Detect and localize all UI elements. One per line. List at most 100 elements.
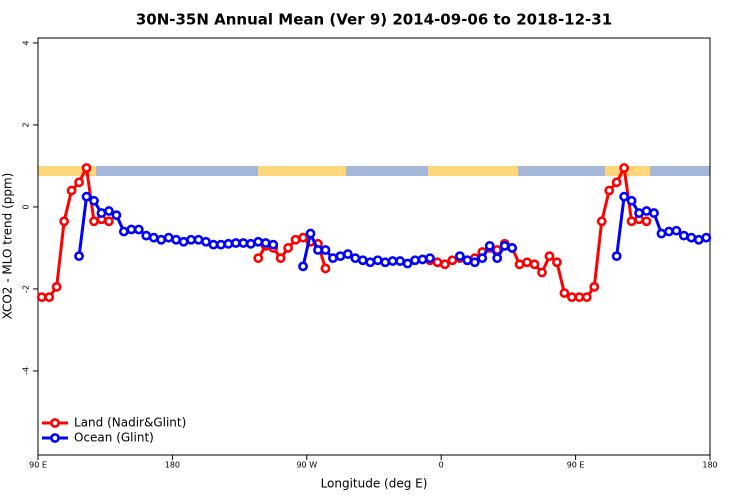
point bbox=[126, 224, 137, 235]
y-tick-label: 4 bbox=[22, 40, 31, 45]
point bbox=[417, 254, 428, 265]
point bbox=[163, 232, 174, 243]
point bbox=[133, 224, 144, 235]
point bbox=[507, 243, 518, 253]
x-tick-label: 90 E bbox=[29, 461, 47, 470]
chart-title: 30N-35N Annual Mean (Ver 9) 2014-09-06 t… bbox=[136, 11, 612, 29]
x-tick-label: 0 bbox=[439, 461, 444, 470]
point bbox=[395, 256, 406, 266]
point bbox=[59, 216, 70, 227]
point bbox=[462, 255, 473, 266]
point bbox=[104, 206, 114, 216]
point bbox=[111, 210, 122, 221]
point bbox=[365, 257, 376, 268]
point bbox=[514, 259, 525, 270]
point bbox=[425, 253, 435, 264]
point bbox=[484, 240, 495, 251]
point bbox=[320, 263, 331, 274]
point bbox=[454, 251, 465, 262]
point bbox=[118, 226, 129, 237]
point bbox=[178, 236, 189, 247]
point bbox=[529, 259, 540, 270]
point bbox=[380, 257, 391, 268]
point bbox=[604, 185, 615, 196]
point bbox=[701, 232, 712, 243]
point bbox=[611, 177, 622, 188]
point bbox=[201, 236, 211, 247]
point bbox=[216, 239, 226, 250]
point bbox=[641, 216, 652, 227]
legend-label: Ocean (Glint) bbox=[74, 431, 154, 445]
point bbox=[626, 216, 637, 227]
point bbox=[611, 251, 622, 262]
point bbox=[253, 236, 264, 247]
point bbox=[335, 251, 346, 262]
point bbox=[268, 239, 279, 250]
point bbox=[74, 251, 84, 262]
y-tick-label: 0 bbox=[22, 204, 31, 209]
x-tick-label: 90 E bbox=[567, 461, 585, 470]
y-axis-title: XCO2 - MLO trend (ppm) bbox=[1, 173, 15, 320]
y-tick-label: -4 bbox=[22, 367, 31, 375]
point bbox=[664, 226, 674, 237]
point bbox=[275, 253, 286, 264]
point bbox=[634, 208, 644, 218]
point bbox=[641, 206, 652, 216]
point bbox=[328, 253, 338, 264]
point bbox=[104, 216, 114, 227]
point bbox=[171, 234, 182, 245]
point bbox=[492, 253, 503, 264]
point bbox=[410, 255, 420, 266]
point bbox=[81, 163, 92, 173]
point bbox=[148, 232, 159, 243]
point bbox=[499, 240, 510, 251]
land-strip bbox=[428, 166, 518, 176]
point bbox=[283, 243, 294, 253]
point bbox=[537, 267, 547, 278]
point bbox=[298, 232, 308, 243]
point bbox=[574, 292, 585, 303]
point bbox=[36, 292, 47, 303]
point bbox=[596, 216, 607, 227]
point bbox=[671, 225, 682, 236]
legend-label: Land (Nadir&Glint) bbox=[74, 416, 186, 430]
point bbox=[44, 292, 55, 303]
point bbox=[253, 253, 264, 264]
point bbox=[566, 292, 577, 303]
point bbox=[432, 257, 443, 268]
point bbox=[81, 191, 92, 202]
point bbox=[245, 238, 256, 249]
point bbox=[477, 253, 488, 264]
point bbox=[522, 257, 532, 268]
point bbox=[350, 253, 361, 264]
point bbox=[649, 208, 659, 218]
ocean-strip bbox=[38, 166, 710, 176]
plot-frame bbox=[37, 37, 711, 456]
point bbox=[552, 257, 562, 268]
point bbox=[678, 230, 689, 241]
point bbox=[223, 238, 234, 249]
point bbox=[589, 281, 600, 292]
point bbox=[387, 256, 398, 266]
point bbox=[544, 251, 555, 262]
x-axis-title: Longitude (deg E) bbox=[321, 477, 428, 491]
point bbox=[74, 177, 84, 188]
point bbox=[619, 191, 630, 202]
x-tick-label: 180 bbox=[165, 461, 180, 470]
x-tick-label: 90 W bbox=[296, 461, 317, 470]
point bbox=[260, 238, 271, 248]
point bbox=[186, 234, 196, 245]
point bbox=[559, 288, 570, 298]
point bbox=[305, 228, 316, 239]
land-strip bbox=[38, 166, 96, 176]
point bbox=[96, 208, 107, 218]
point bbox=[141, 230, 152, 241]
y-tick-label: -2 bbox=[22, 285, 31, 293]
point bbox=[193, 234, 204, 245]
point bbox=[372, 255, 383, 266]
point bbox=[693, 234, 704, 245]
legend-marker bbox=[50, 418, 60, 428]
point bbox=[89, 216, 99, 227]
point bbox=[238, 238, 249, 248]
